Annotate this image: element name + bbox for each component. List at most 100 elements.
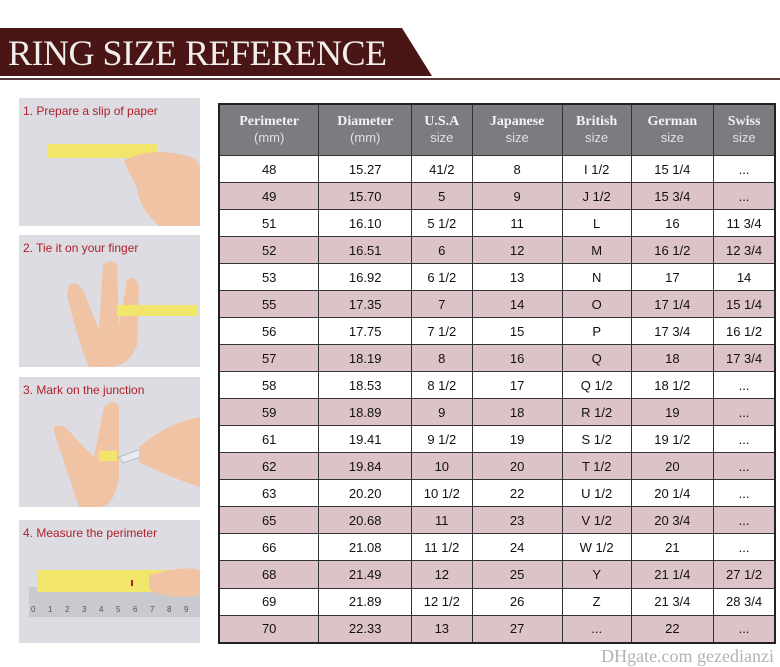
- step-1-panel: 1. Prepare a slip of paper: [19, 98, 200, 226]
- table-cell: 8: [471, 154, 563, 184]
- table-cell: 24: [471, 533, 563, 562]
- table-cell: 65: [218, 506, 320, 535]
- table-cell: 53: [218, 263, 320, 292]
- table-cell: 16.92: [318, 263, 413, 292]
- table-cell: ...: [713, 614, 776, 644]
- ruler-tick: 4: [99, 605, 104, 614]
- column-header: Perimeter (mm): [218, 103, 320, 156]
- column-header: German size: [630, 103, 715, 156]
- column-unit: size: [430, 130, 454, 145]
- ruler-measure-illustration: 0 1 2 3 4 5 6 7 8 9: [29, 568, 200, 617]
- table-row: 66 21.08 11 1/2 24 W 1/2 21...: [218, 533, 776, 562]
- column-header: Japanese size: [471, 103, 563, 156]
- ruler-tick: 2: [65, 605, 70, 614]
- column-title: German: [647, 114, 698, 129]
- ruler-tick: 1: [48, 605, 53, 614]
- column-header: British size: [561, 103, 632, 156]
- table-cell: 22: [471, 479, 563, 508]
- banner-shape: [0, 28, 432, 76]
- table-cell: 56: [218, 317, 320, 346]
- step-label: 3. Mark on the junction: [23, 383, 145, 397]
- column-header: Diameter (mm): [318, 103, 413, 156]
- table-cell: 20 3/4: [630, 506, 715, 535]
- table-cell: Q 1/2: [561, 371, 632, 400]
- table-cell: 16: [630, 209, 715, 238]
- table-cell: 19 1/2: [630, 425, 715, 454]
- table-cell: 16.51: [318, 236, 413, 265]
- ruler-tick: 6: [133, 605, 138, 614]
- column-title: British: [576, 114, 618, 129]
- table-cell: N: [561, 263, 632, 292]
- step-3-panel: 3. Mark on the junction: [19, 377, 200, 507]
- table-cell: ...: [713, 154, 776, 184]
- table-cell: 70: [218, 614, 320, 644]
- table-cell: V 1/2: [561, 506, 632, 535]
- step-label: 1. Prepare a slip of paper: [23, 104, 158, 118]
- table-cell: 63: [218, 479, 320, 508]
- watermark: DHgate.com gezedianzi: [601, 646, 774, 666]
- table-cell: 19.41: [318, 425, 413, 454]
- table-cell: 25: [471, 560, 563, 589]
- table-cell: 21 3/4: [630, 587, 715, 616]
- table-cell: 17.75: [318, 317, 413, 346]
- column-title: Perimeter: [239, 114, 300, 129]
- table-cell: 17 3/4: [713, 344, 776, 373]
- table-cell: I 1/2: [561, 154, 632, 184]
- table-cell: 17 1/4: [630, 290, 715, 319]
- ruler-tick: 8: [167, 605, 172, 614]
- column-unit: (mm): [350, 130, 381, 145]
- table-cell: ...: [713, 398, 776, 427]
- page-title: RING SIZE REFERENCE: [8, 33, 387, 73]
- table-cell: 21: [630, 533, 715, 562]
- table-cell: 15.70: [318, 182, 413, 211]
- table-cell: 18.19: [318, 344, 413, 373]
- column-title: Japanese: [489, 114, 545, 129]
- table-cell: 16 1/2: [630, 236, 715, 265]
- table-cell: S 1/2: [561, 425, 632, 454]
- table-cell: T 1/2: [561, 452, 632, 481]
- table-cell: ...: [713, 182, 776, 211]
- table-cell: ...: [713, 425, 776, 454]
- table-cell: 59: [218, 398, 320, 427]
- table-cell: 21.49: [318, 560, 413, 589]
- table-cell: 10 1/2: [411, 479, 473, 508]
- table-row: 53 16.92 6 1/2 13 N 17 14: [218, 263, 776, 292]
- table-cell: 16 1/2: [713, 317, 776, 346]
- table-cell: 21.89: [318, 587, 413, 616]
- table-cell: 62: [218, 452, 320, 481]
- table-header: Perimeter (mm) Diameter (mm) U.S.A size Japane…: [218, 103, 776, 156]
- table-cell: 18: [471, 398, 563, 427]
- table-cell: 14: [471, 290, 563, 319]
- table-row: 68 21.49 12 25 Y 21 1/4 27 1/2: [218, 560, 776, 589]
- table-cell: 21 1/4: [630, 560, 715, 589]
- table-cell: 11 1/2: [411, 533, 473, 562]
- table-cell: ...: [713, 452, 776, 481]
- table-cell: 26: [471, 587, 563, 616]
- table-cell: 8: [411, 344, 473, 373]
- table-cell: 16: [471, 344, 563, 373]
- ruler-tick: 7: [150, 605, 155, 614]
- table-cell: 20 1/4: [630, 479, 715, 508]
- table-cell: ...: [561, 614, 632, 644]
- table-cell: 48: [218, 154, 320, 184]
- table-cell: L: [561, 209, 632, 238]
- table-cell: 5 1/2: [411, 209, 473, 238]
- table-cell: 17: [630, 263, 715, 292]
- table-row: 59 18.89 9 18 R 1/2 19...: [218, 398, 776, 427]
- table-cell: 11: [471, 209, 563, 238]
- table-row: 51 16.10 5 1/2 11 L 16 11 3/4: [218, 209, 776, 238]
- table-cell: M: [561, 236, 632, 265]
- table-cell: 12: [411, 560, 473, 589]
- mark-junction-illustration: [54, 402, 200, 507]
- column-header: U.S.A size: [411, 103, 473, 156]
- table-cell: 61: [218, 425, 320, 454]
- table-cell: 8 1/2: [411, 371, 473, 400]
- table-cell: 18: [630, 344, 715, 373]
- table-cell: U 1/2: [561, 479, 632, 508]
- table-cell: 68: [218, 560, 320, 589]
- table-cell: ...: [713, 479, 776, 508]
- table-cell: 27: [471, 614, 563, 644]
- table-cell: R 1/2: [561, 398, 632, 427]
- table-cell: 58: [218, 371, 320, 400]
- table-cell: 51: [218, 209, 320, 238]
